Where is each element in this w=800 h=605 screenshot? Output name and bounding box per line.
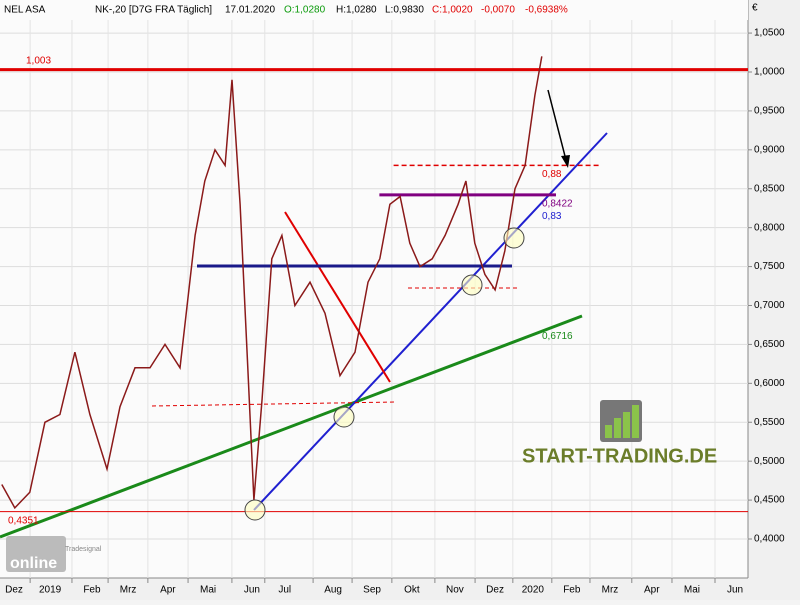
x-tick-label: Apr bbox=[160, 585, 176, 596]
y-tick-label: 0,7500 bbox=[754, 261, 785, 272]
x-tick-label: Mai bbox=[684, 585, 700, 596]
x-tick-label: Dez bbox=[5, 585, 23, 596]
level-label: 0,4351 bbox=[8, 515, 39, 526]
y-axis-area bbox=[748, 0, 800, 600]
logo: START-TRADING.DE bbox=[522, 400, 717, 467]
x-tick-label: Mrz bbox=[120, 585, 137, 596]
level-label: 0,88 bbox=[542, 169, 562, 180]
y-tick-label: 1,0000 bbox=[754, 67, 785, 78]
brand-box bbox=[6, 536, 66, 572]
highlight-circle bbox=[244, 499, 266, 521]
x-tick-label: Okt bbox=[404, 585, 420, 596]
trend-line bbox=[284, 211, 391, 383]
low: L:0,9830 bbox=[385, 5, 424, 16]
y-tick-label: 0,8000 bbox=[754, 222, 785, 233]
logo-text: START-TRADING.DE bbox=[522, 445, 717, 467]
y-tick-label: 0,9500 bbox=[754, 106, 785, 117]
price-line bbox=[1, 56, 543, 510]
x-tick-label: Mrz bbox=[602, 585, 619, 596]
x-tick-label: 2019 bbox=[39, 585, 62, 596]
info: NK-,20 [D7G FRA Täglich] bbox=[95, 5, 212, 16]
y-tick-label: 0,9000 bbox=[754, 144, 785, 155]
arrow bbox=[547, 89, 567, 161]
x-tick-label: 2020 bbox=[522, 585, 545, 596]
x-axis-area bbox=[0, 578, 748, 600]
y-unit: € bbox=[752, 3, 758, 14]
y-tick-label: 0,4000 bbox=[754, 534, 785, 545]
highlight-circle bbox=[333, 406, 355, 428]
arrow-head bbox=[561, 155, 570, 168]
level-label: 1,003 bbox=[26, 55, 51, 66]
y-tick-label: 0,5000 bbox=[754, 456, 785, 467]
x-tick-label: Jun bbox=[727, 585, 743, 596]
y-tick-label: 0,6000 bbox=[754, 378, 785, 389]
change-pct: -0,6938% bbox=[525, 5, 568, 16]
x-tick-label: Feb bbox=[563, 585, 581, 596]
logo-bar bbox=[623, 412, 630, 438]
y-tick-label: 0,8500 bbox=[754, 183, 785, 194]
header-bg bbox=[0, 0, 748, 20]
series bbox=[0, 56, 748, 513]
y-tick-label: 0,5500 bbox=[754, 417, 785, 428]
brand-sub: Tradesignal bbox=[65, 546, 102, 553]
support-line bbox=[151, 401, 396, 407]
x-tick-label: Dez bbox=[486, 585, 504, 596]
logo-bar bbox=[614, 418, 621, 438]
close: C:1,0020 bbox=[432, 5, 473, 16]
highlight-circle bbox=[461, 274, 483, 296]
open: O:1,0280 bbox=[284, 5, 326, 16]
level-label: 0,83 bbox=[542, 211, 562, 222]
trend-line bbox=[0, 314, 583, 539]
x-tick-label: Feb bbox=[83, 585, 101, 596]
y-tick-label: 0,7000 bbox=[754, 300, 785, 311]
y-tick-label: 1,0500 bbox=[754, 28, 785, 39]
x-tick-label: Nov bbox=[446, 585, 464, 596]
logo-bar bbox=[632, 405, 639, 438]
y-tick-label: 0,6500 bbox=[754, 339, 785, 350]
change: -0,0070 bbox=[481, 5, 515, 16]
date: 17.01.2020 bbox=[225, 5, 275, 16]
x-tick-label: Jul bbox=[278, 585, 291, 596]
plot-area bbox=[0, 0, 748, 578]
brand: online bbox=[10, 555, 57, 572]
high: H:1,0280 bbox=[336, 5, 377, 16]
y-tick-label: 0,4500 bbox=[754, 495, 785, 506]
symbol: NEL ASA bbox=[4, 5, 46, 16]
level-label: 0,8422 bbox=[542, 198, 573, 209]
highlight-circle bbox=[503, 227, 525, 249]
logo-bar bbox=[605, 425, 612, 438]
x-tick-label: Aug bbox=[324, 585, 342, 596]
x-tick-label: Sep bbox=[363, 585, 381, 596]
x-tick-label: Jun bbox=[244, 585, 260, 596]
x-tick-label: Mai bbox=[200, 585, 216, 596]
level-label: 0,6716 bbox=[542, 331, 573, 342]
x-tick-label: Apr bbox=[644, 585, 660, 596]
